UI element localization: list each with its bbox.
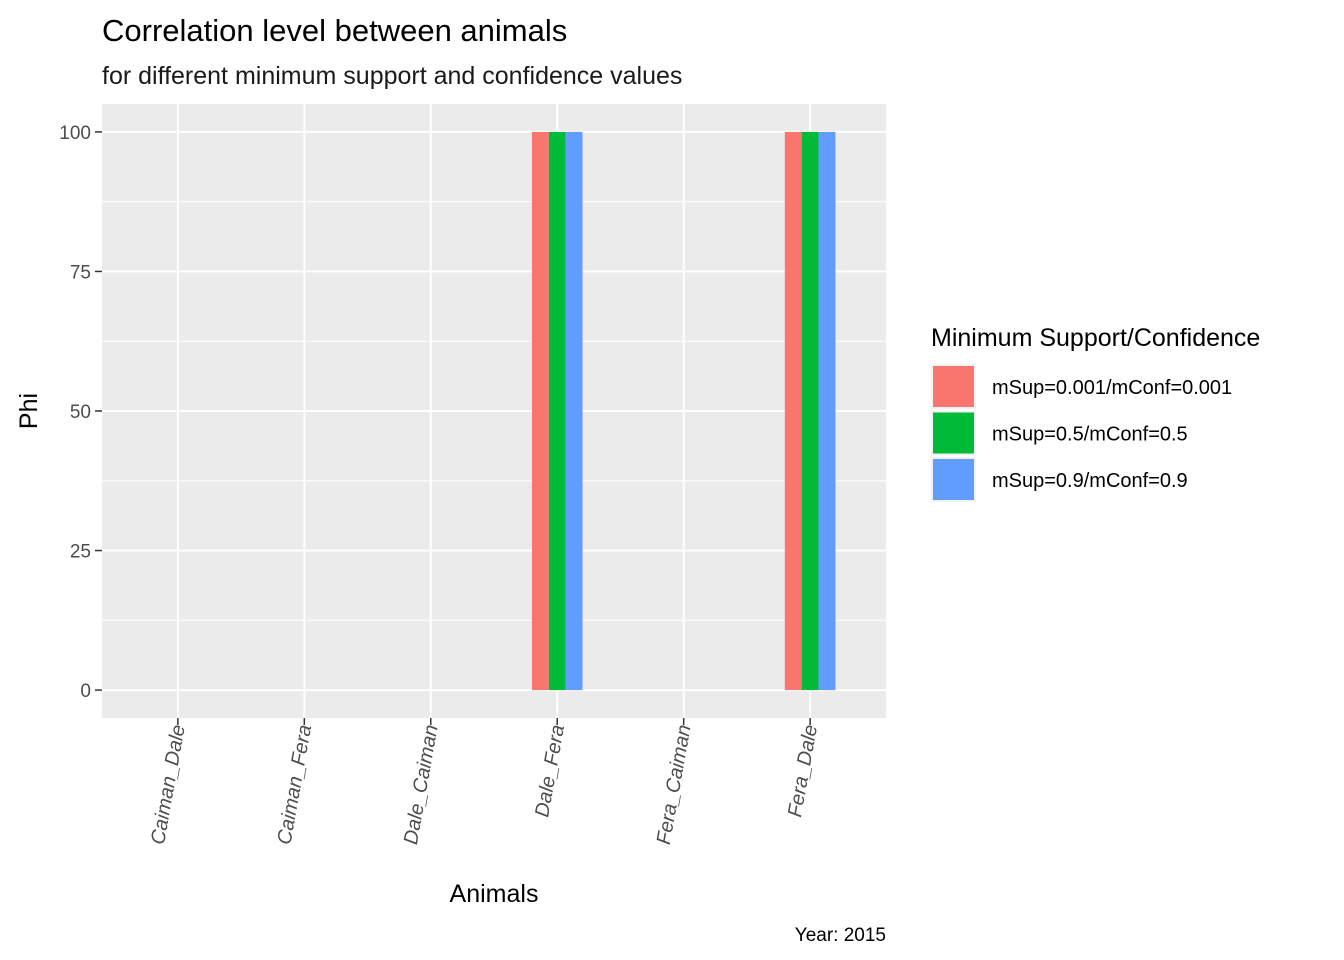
x-tick-label: Caiman_Dale xyxy=(147,723,190,846)
y-tick-label: 75 xyxy=(70,262,91,283)
legend-items: mSup=0.001/mConf=0.001 mSup=0.5/mConf=0.5… xyxy=(931,364,1232,502)
bar-Dale_Fera-3 xyxy=(565,131,583,691)
x-axis: Caiman_Dale Caiman_Fera Dale_Caiman Dale_Fe… xyxy=(147,718,822,846)
legend-swatch xyxy=(933,366,974,407)
x-tick-label: Dale_Caiman xyxy=(400,723,443,846)
grid-minor xyxy=(102,201,886,621)
y-tick-label: 0 xyxy=(80,681,91,702)
y-axis: 0 25 50 75 100 xyxy=(59,123,102,702)
legend-label: mSup=0.9/mConf=0.9 xyxy=(992,470,1188,492)
x-tick-label: Fera_Caiman xyxy=(653,723,696,846)
bars xyxy=(531,131,836,691)
legend-label: mSup=0.001/mConf=0.001 xyxy=(992,377,1232,399)
bar-Fera_Dale-1 xyxy=(784,131,802,691)
x-axis-title: Animals xyxy=(450,880,539,908)
legend: Minimum Support/Confidence mSup=0.001/mC… xyxy=(931,324,1260,502)
legend-swatch xyxy=(933,412,974,454)
bar-Dale_Fera-1 xyxy=(531,131,549,691)
bar-Fera_Dale-3 xyxy=(818,131,836,691)
legend-title: Minimum Support/Confidence xyxy=(931,324,1260,352)
y-axis-title: Phi xyxy=(15,393,43,429)
chart-subtitle: for different minimum support and confid… xyxy=(102,62,682,90)
x-tick-label: Dale_Fera xyxy=(531,723,569,819)
x-tick-label: Fera_Dale xyxy=(784,723,822,819)
y-tick-label: 100 xyxy=(59,123,91,144)
chart-caption: Year: 2015 xyxy=(795,925,886,946)
legend-swatch xyxy=(933,459,974,500)
x-tick-label: Caiman_Fera xyxy=(274,723,317,846)
bar-Dale_Fera-2 xyxy=(548,131,566,691)
y-tick-label: 25 xyxy=(70,542,91,563)
y-tick-label: 50 xyxy=(70,402,91,423)
chart-title: Correlation level between animals xyxy=(102,13,567,48)
legend-label: mSup=0.5/mConf=0.5 xyxy=(992,424,1188,446)
bar-Fera_Dale-2 xyxy=(801,131,819,691)
